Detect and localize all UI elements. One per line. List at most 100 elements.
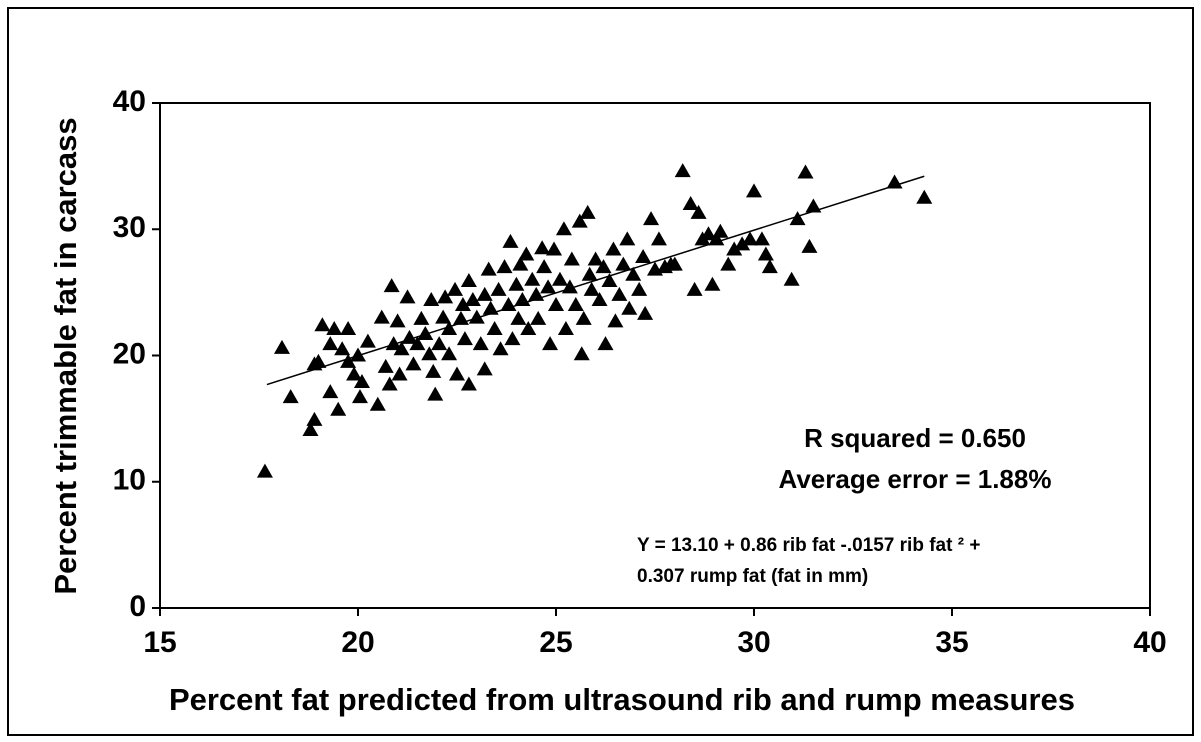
point: [468, 309, 485, 324]
point: [508, 276, 525, 291]
point: [330, 401, 347, 416]
point: [621, 300, 638, 315]
point: [801, 238, 818, 253]
point: [561, 279, 578, 294]
point: [573, 346, 590, 361]
point: [540, 279, 557, 294]
point: [591, 291, 608, 306]
point: [302, 421, 319, 436]
point: [314, 317, 331, 332]
point: [452, 310, 469, 325]
point: [514, 291, 531, 306]
point: [595, 259, 612, 274]
point: [510, 310, 527, 325]
point: [496, 259, 513, 274]
x-axis-label: Percent fat predicted from ultrasound ri…: [169, 682, 1075, 717]
point: [789, 211, 806, 226]
point: [528, 286, 545, 301]
point: [581, 266, 598, 281]
point: [518, 246, 535, 261]
x-tick-label: 35: [935, 626, 968, 659]
point: [449, 366, 465, 381]
point: [712, 223, 729, 238]
point: [548, 297, 564, 311]
point: [886, 174, 903, 189]
annotation: R squared = 0.650: [804, 423, 1026, 453]
point: [587, 251, 604, 266]
point: [353, 374, 370, 389]
point: [472, 336, 489, 351]
point: [757, 246, 774, 261]
point: [393, 341, 410, 356]
point: [805, 198, 822, 213]
point: [401, 329, 418, 344]
point: [431, 336, 448, 351]
point: [427, 386, 444, 401]
point: [637, 305, 654, 320]
x-tick-label: 40: [1133, 626, 1166, 659]
point: [256, 463, 273, 478]
point: [635, 249, 652, 264]
point: [310, 353, 327, 368]
point: [579, 204, 596, 219]
y-tick-label: 20: [113, 337, 146, 370]
point: [381, 376, 398, 391]
point: [625, 266, 642, 281]
annotation: Y = 13.10 + 0.86 rib fat -.0157 rib fat …: [637, 535, 980, 556]
point: [447, 281, 464, 296]
point: [476, 286, 493, 301]
point: [389, 313, 406, 328]
point: [346, 366, 363, 381]
point: [437, 289, 454, 304]
x-tick-label: 30: [737, 626, 770, 659]
point: [607, 313, 624, 328]
point: [502, 233, 519, 248]
frame: [7, 7, 1194, 736]
point: [700, 226, 717, 241]
point: [524, 271, 541, 286]
point: [783, 271, 800, 286]
point: [605, 241, 622, 256]
point: [504, 331, 521, 346]
point: [534, 240, 551, 255]
point: [563, 251, 580, 266]
point: [480, 261, 497, 276]
point: [373, 309, 390, 324]
plot-area: [159, 102, 1151, 609]
point: [460, 273, 477, 288]
point: [454, 297, 471, 311]
point: [742, 231, 759, 246]
y-tick-label: 10: [113, 464, 146, 497]
point: [542, 336, 559, 351]
point: [482, 300, 499, 315]
point: [571, 213, 588, 228]
point: [476, 361, 493, 376]
point: [753, 231, 770, 246]
point: [340, 320, 357, 335]
point: [557, 320, 574, 335]
point: [708, 231, 725, 246]
point: [567, 297, 584, 311]
point: [575, 310, 592, 325]
point: [377, 358, 394, 373]
point: [385, 336, 402, 351]
point: [417, 326, 434, 341]
point: [500, 297, 517, 311]
point: [351, 389, 368, 404]
point: [726, 241, 743, 256]
point: [383, 278, 400, 293]
point: [273, 339, 290, 354]
point: [359, 333, 376, 348]
point: [546, 241, 563, 256]
point: [583, 281, 600, 296]
point: [490, 281, 507, 296]
annotation: Average error = 1.88%: [779, 464, 1052, 494]
point: [421, 346, 438, 361]
point: [720, 256, 737, 271]
point: [492, 341, 509, 356]
point: [551, 271, 568, 286]
point: [369, 396, 386, 411]
y-tick-label: 0: [129, 590, 146, 623]
point: [734, 236, 751, 251]
